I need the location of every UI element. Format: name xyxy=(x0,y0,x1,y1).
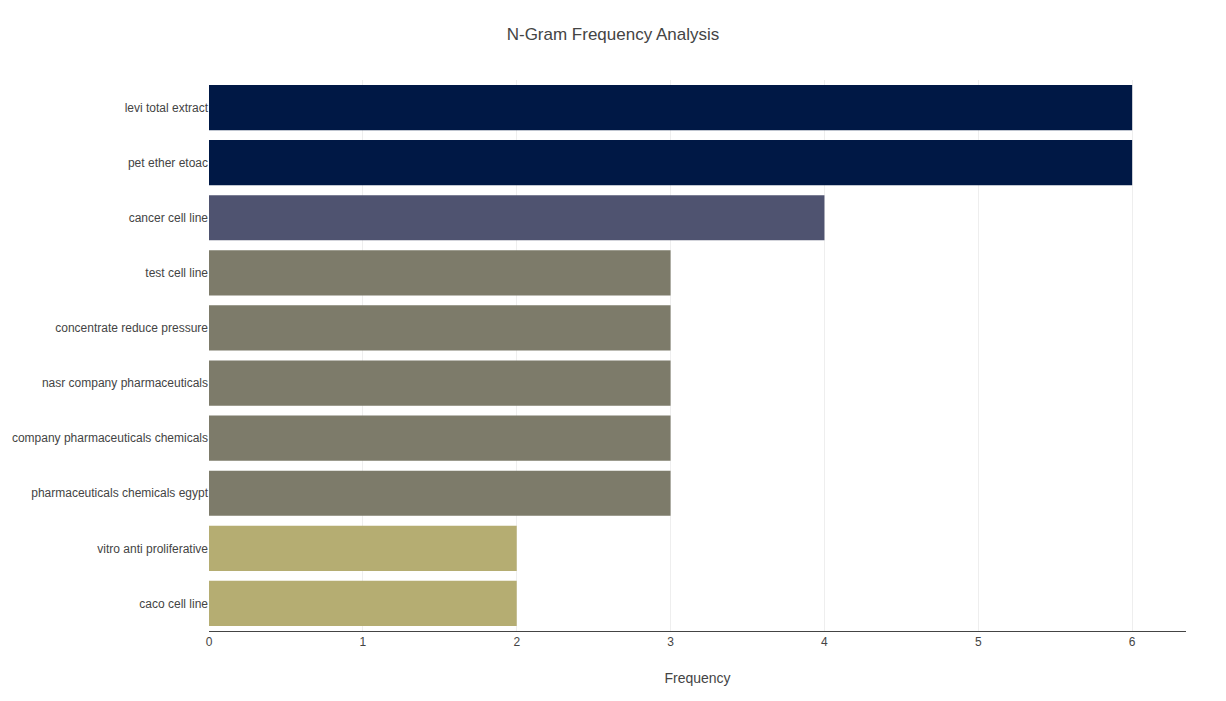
svg-text:nasr company pharmaceuticals: nasr company pharmaceuticals xyxy=(42,376,208,390)
svg-text:pharmaceuticals chemicals egyp: pharmaceuticals chemicals egypt xyxy=(31,486,208,500)
svg-text:levi total extract: levi total extract xyxy=(125,101,209,115)
svg-text:company pharmaceuticals chemic: company pharmaceuticals chemicals xyxy=(12,431,208,445)
svg-text:6: 6 xyxy=(1129,635,1136,649)
svg-text:2: 2 xyxy=(513,635,520,649)
svg-text:Frequency: Frequency xyxy=(664,670,730,686)
svg-text:3: 3 xyxy=(667,635,674,649)
svg-text:4: 4 xyxy=(821,635,828,649)
svg-text:pet ether etoac: pet ether etoac xyxy=(128,156,208,170)
svg-text:vitro anti proliferative: vitro anti proliferative xyxy=(97,542,208,556)
svg-text:N-Gram Frequency Analysis: N-Gram Frequency Analysis xyxy=(507,25,720,44)
svg-text:concentrate reduce pressure: concentrate reduce pressure xyxy=(55,321,208,335)
svg-text:test cell line: test cell line xyxy=(145,266,208,280)
svg-text:0: 0 xyxy=(206,635,213,649)
svg-text:caco cell line: caco cell line xyxy=(139,597,208,611)
svg-text:cancer cell line: cancer cell line xyxy=(129,211,209,225)
svg-text:1: 1 xyxy=(360,635,367,649)
svg-text:5: 5 xyxy=(975,635,982,649)
